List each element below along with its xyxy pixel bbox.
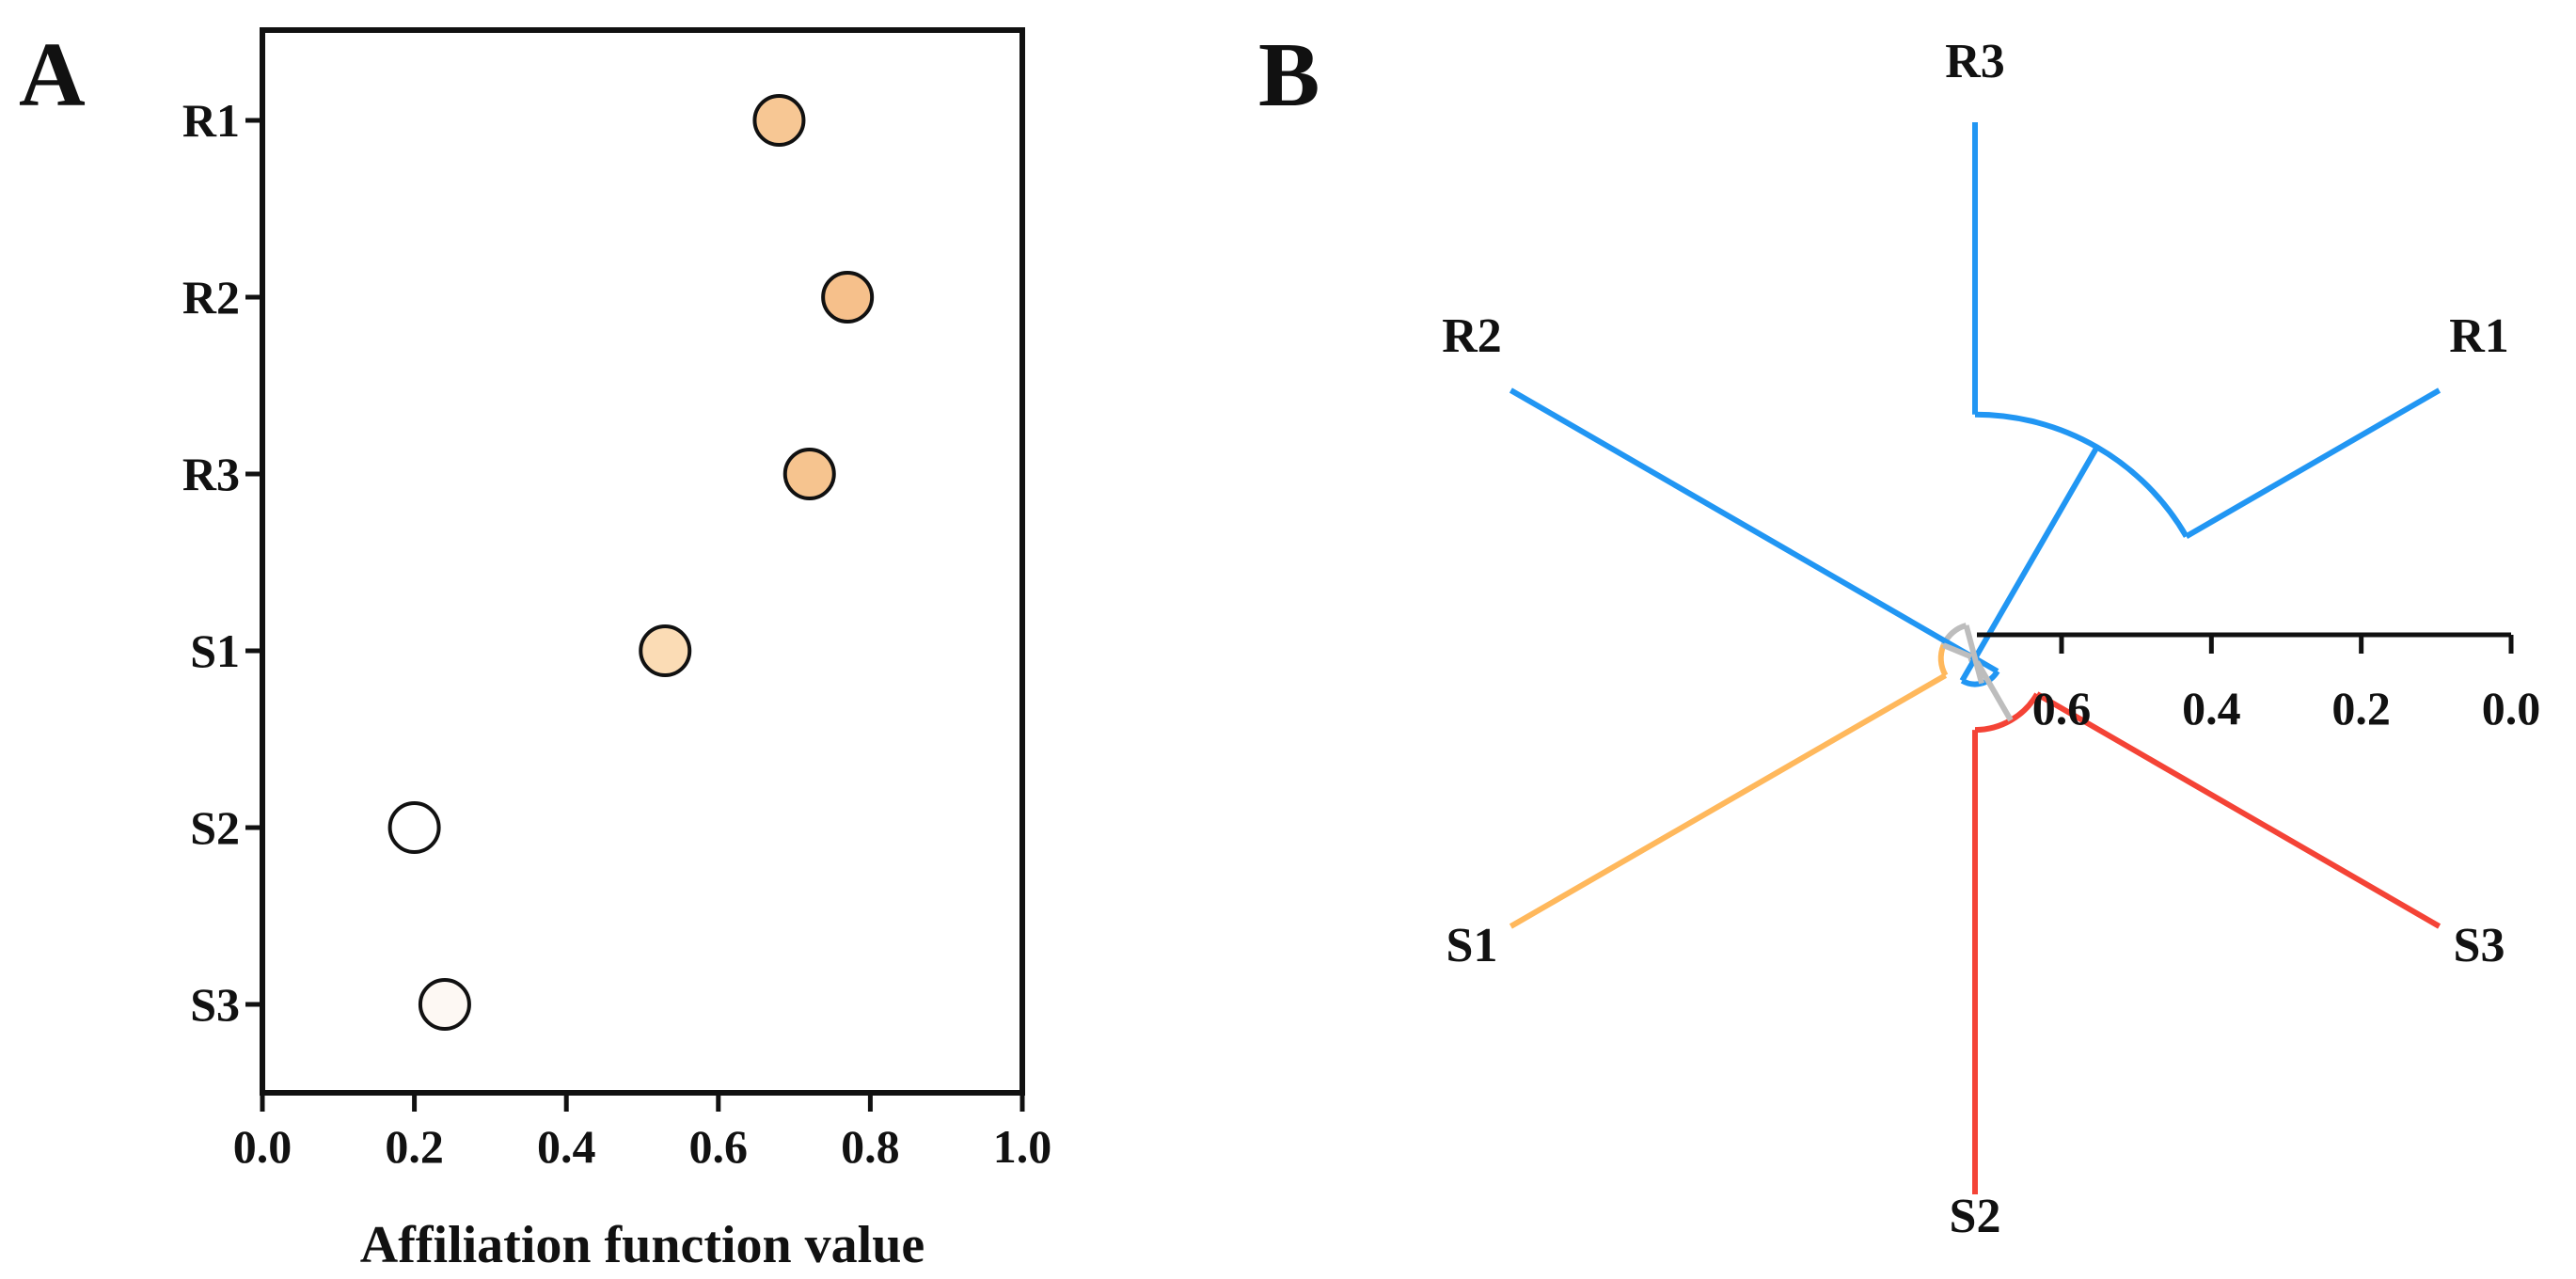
branch-m3 bbox=[1942, 642, 1973, 660]
branch-m1 bbox=[1963, 624, 1984, 685]
point-r3 bbox=[782, 448, 836, 500]
panel-a-letter: A bbox=[19, 24, 86, 126]
distance-scale: 0.6 0.4 0.2 0.0 bbox=[1977, 632, 2541, 734]
y-tick-label-s2: S2 bbox=[190, 801, 240, 854]
scatter-points bbox=[387, 94, 875, 1031]
y-tick-label-s1: S1 bbox=[190, 624, 240, 677]
leaf-label-s2: S2 bbox=[1950, 1190, 2001, 1243]
scale-tick-label-3: 0.0 bbox=[2482, 682, 2541, 734]
arc-merge-s1-r-lower bbox=[1937, 643, 1949, 677]
point-s3 bbox=[418, 978, 471, 1031]
x-tick-label-1: 0.2 bbox=[385, 1120, 444, 1173]
point-r2 bbox=[821, 271, 875, 324]
x-axis-title: Affiliation function value bbox=[360, 1216, 925, 1274]
scale-tick-label-1: 0.4 bbox=[2182, 682, 2241, 734]
leaf-label-r3: R3 bbox=[1945, 35, 2005, 88]
dendrogram-leaf-labels: R1 R2 R3 S1 S2 S3 bbox=[1442, 35, 2509, 1243]
scale-tick-label-0: 0.6 bbox=[2032, 682, 2092, 734]
point-s1 bbox=[639, 624, 692, 677]
panel-a-scatter: R1 R2 R3 S1 S2 S3 0.0 0.2 0.4 0.6 0.8 1.0 Affiliat… bbox=[182, 27, 1052, 1274]
branch-m2 bbox=[1974, 660, 2014, 722]
y-tick-label-s3: S3 bbox=[190, 978, 240, 1031]
x-axis: 0.0 0.2 0.4 0.6 0.8 1.0 bbox=[233, 1093, 1052, 1173]
plot-frame bbox=[260, 27, 1025, 1096]
x-tick-label-0: 0.0 bbox=[233, 1120, 292, 1173]
x-tick-label-4: 0.8 bbox=[841, 1120, 900, 1173]
panel-b-letter: B bbox=[1258, 24, 1320, 126]
x-tick-label-3: 0.6 bbox=[689, 1120, 749, 1173]
point-r1 bbox=[752, 94, 806, 147]
y-tick-label-r3: R3 bbox=[182, 448, 240, 500]
branch-m0 bbox=[1959, 445, 2100, 683]
branch-r1 bbox=[2185, 387, 2442, 539]
point-s2 bbox=[387, 801, 441, 854]
dendrogram-branches bbox=[1509, 122, 2442, 1194]
x-tick-label-5: 1.0 bbox=[993, 1120, 1052, 1173]
panel-b-dendrogram: R1 R2 R3 S1 S2 S3 0.6 0.4 0.2 0.0 bbox=[1442, 35, 2540, 1243]
branch-r2 bbox=[1509, 387, 1999, 674]
scale-tick-label-2: 0.2 bbox=[2331, 682, 2391, 734]
leaf-label-r2: R2 bbox=[1442, 309, 1502, 363]
leaf-label-r1: R1 bbox=[2449, 309, 2509, 363]
y-axis: R1 R2 R3 S1 S2 S3 bbox=[182, 94, 262, 1031]
y-tick-label-r2: R2 bbox=[182, 271, 240, 324]
branch-s1 bbox=[1509, 672, 1948, 929]
x-tick-label-2: 0.4 bbox=[537, 1120, 596, 1173]
y-tick-label-r1: R1 bbox=[182, 94, 240, 147]
leaf-label-s1: S1 bbox=[1446, 919, 1498, 972]
leaf-label-s3: S3 bbox=[2454, 919, 2505, 972]
branch-s3 bbox=[2035, 691, 2442, 929]
